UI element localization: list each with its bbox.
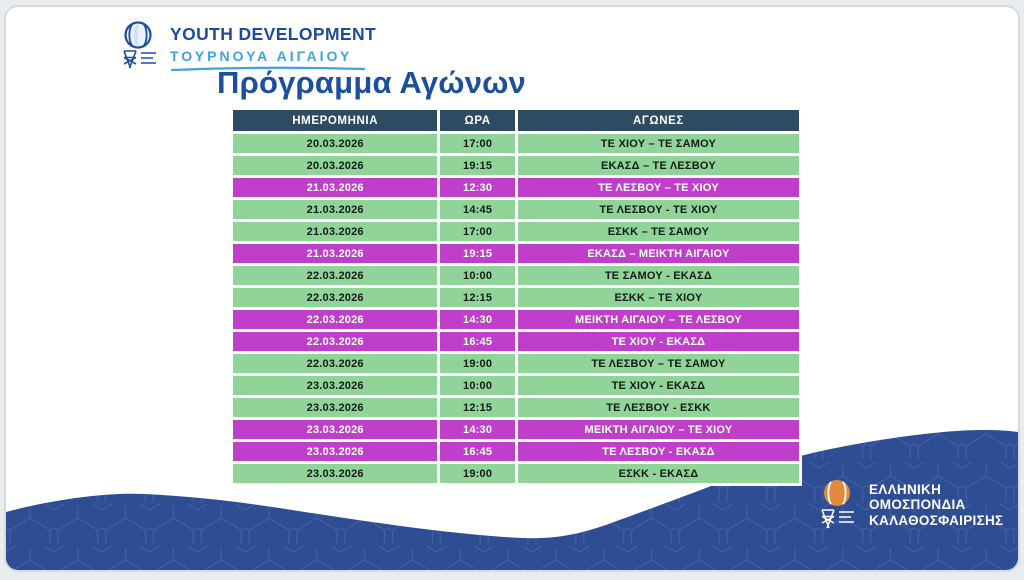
youth-development-label: YOUTH DEVELOPMENT [170, 24, 377, 44]
column-header-time: ΩΡΑ [440, 110, 515, 131]
table-row: 22.03.2026 16:45 ΤΕ ΧΙΟΥ - ΕΚΑΣΔ [233, 332, 799, 351]
match-date: 20.03.2026 [233, 134, 438, 153]
federation-name-line2: ΟΜΟΣΠΟΝΔΙΑ [869, 497, 966, 513]
match-time: 10:00 [440, 266, 515, 285]
match-teams: ΜΕΙΚΤΗ ΑΙΓΑΙΟΥ – ΤΕ ΛΕΣΒΟΥ [517, 310, 799, 329]
bottom-wave-decoration [6, 429, 1018, 570]
match-teams: ΕΚΑΣΔ – ΜΕΙΚΤΗ ΑΙΓΑΙΟΥ [517, 244, 799, 263]
match-time: 19:00 [440, 354, 515, 373]
match-date: 22.03.2026 [233, 266, 438, 285]
tournament-logo: YOUTH DEVELOPMENT ΤΟΥΡΝΟΥΑ ΑΙΓΑΙΟΥ [114, 20, 376, 72]
page-title: Πρόγραμμα Αγώνων [217, 65, 526, 100]
match-time: 17:00 [440, 134, 515, 153]
match-teams: ΕΣΚΚ – ΤΕ ΧΙΟΥ [517, 288, 799, 307]
match-date: 22.03.2026 [233, 332, 438, 351]
match-time: 10:00 [440, 376, 515, 395]
match-time: 12:15 [440, 288, 515, 307]
column-header-matches: ΑΓΩΝΕΣ [517, 110, 799, 131]
match-date: 23.03.2026 [233, 398, 438, 417]
match-date: 23.03.2026 [233, 442, 438, 461]
match-teams: ΤΕ ΧΙΟΥ – ΤΕ ΣΑΜΟΥ [517, 134, 799, 153]
match-date: 23.03.2026 [233, 464, 438, 483]
match-teams: ΤΕ ΧΙΟΥ - ΕΚΑΣΔ [517, 332, 799, 351]
table-row: 23.03.2026 19:00 ΕΣΚΚ - ΕΚΑΣΔ [233, 464, 799, 483]
match-time: 12:15 [440, 398, 515, 417]
match-teams: ΤΕ ΛΕΣΒΟΥ - ΤΕ ΧΙΟΥ [517, 200, 799, 219]
match-time: 14:45 [440, 200, 515, 219]
match-date: 22.03.2026 [233, 288, 438, 307]
federation-name: ΕΛΛΗΝΙΚΗ ΟΜΟΣΠΟΝΔΙΑ ΚΑΛΑΘΟΣΦΑΙΡΙΣΗΣ [869, 482, 1003, 527]
match-date: 21.03.2026 [233, 244, 438, 263]
table-row: 21.03.2026 19:15 ΕΚΑΣΔ – ΜΕΙΚΤΗ ΑΙΓΑΙΟΥ [233, 244, 799, 263]
table-row: 22.03.2026 10:00 ΤΕ ΣΑΜΟΥ - ΕΚΑΣΔ [233, 266, 799, 285]
match-time: 19:15 [440, 244, 515, 263]
match-date: 22.03.2026 [233, 310, 438, 329]
federation-name-line1: ΕΛΛΗΝΙΚΗ [869, 482, 942, 498]
table-row: 22.03.2026 19:00 ΤΕ ΛΕΣΒΟΥ – ΤΕ ΣΑΜΟΥ [233, 354, 799, 373]
federation-logo: ΕΛΛΗΝΙΚΗ ΟΜΟΣΠΟΝΔΙΑ ΚΑΛΑΘΟΣΦΑΙΡΙΣΗΣ [814, 478, 1003, 532]
table-row: 21.03.2026 17:00 ΕΣΚΚ – ΤΕ ΣΑΜΟΥ [233, 222, 799, 241]
schedule-header: ΗΜΕΡΟΜΗΝΙΑ ΩΡΑ ΑΓΩΝΕΣ [233, 110, 799, 131]
table-row: 23.03.2026 14:30 ΜΕΙΚΤΗ ΑΙΓΑΙΟΥ – ΤΕ ΧΙΟ… [233, 420, 799, 439]
match-date: 20.03.2026 [233, 156, 438, 175]
match-time: 17:00 [440, 222, 515, 241]
match-teams: ΤΕ ΧΙΟΥ - ΕΚΑΣΔ [517, 376, 799, 395]
match-date: 23.03.2026 [233, 376, 438, 395]
federation-name-line3: ΚΑΛΑΘΟΣΦΑΙΡΙΣΗΣ [869, 512, 1004, 528]
presentation-slide: YOUTH DEVELOPMENT ΤΟΥΡΝΟΥΑ ΑΙΓΑΙΟΥ Πρόγρ… [4, 5, 1020, 572]
table-row: 22.03.2026 14:30 ΜΕΙΚΤΗ ΑΙΓΑΙΟΥ – ΤΕ ΛΕΣ… [233, 310, 799, 329]
match-time: 16:45 [440, 332, 515, 351]
match-teams: ΤΕ ΛΕΣΒΟΥ – ΤΕ ΣΑΜΟΥ [517, 354, 799, 373]
match-teams: ΕΣΚΚ - ΕΚΑΣΔ [517, 464, 799, 483]
match-time: 19:00 [440, 464, 515, 483]
match-teams: ΤΕ ΛΕΣΒΟΥ – ΤΕ ΧΙΟΥ [517, 178, 799, 197]
match-teams: ΕΣΚΚ – ΤΕ ΣΑΜΟΥ [517, 222, 799, 241]
match-time: 19:15 [440, 156, 515, 175]
basketball-net-icon [123, 21, 156, 69]
match-teams: ΤΕ ΛΕΣΒΟΥ - ΕΣΚΚ [517, 398, 799, 417]
tournoua-aigaiou-label: ΤΟΥΡΝΟΥΑ ΑΙΓΑΙΟΥ [170, 48, 353, 64]
match-time: 16:45 [440, 442, 515, 461]
underline-swoosh [170, 66, 366, 72]
match-date: 21.03.2026 [233, 178, 438, 197]
basketball-net-icon-orange [821, 480, 854, 529]
schedule-body: 20.03.2026 17:00 ΤΕ ΧΙΟΥ – ΤΕ ΣΑΜΟΥ 20.0… [233, 134, 799, 483]
match-teams: ΕΚΑΣΔ – ΤΕ ΛΕΣΒΟΥ [517, 156, 799, 175]
match-schedule-table: ΗΜΕΡΟΜΗΝΙΑ ΩΡΑ ΑΓΩΝΕΣ 20.03.2026 17:00 Τ… [230, 107, 802, 486]
table-row: 21.03.2026 12:30 ΤΕ ΛΕΣΒΟΥ – ΤΕ ΧΙΟΥ [233, 178, 799, 197]
match-date: 23.03.2026 [233, 420, 438, 439]
table-row: 22.03.2026 12:15 ΕΣΚΚ – ΤΕ ΧΙΟΥ [233, 288, 799, 307]
match-date: 22.03.2026 [233, 354, 438, 373]
column-header-date: ΗΜΕΡΟΜΗΝΙΑ [233, 110, 438, 131]
match-time: 14:30 [440, 310, 515, 329]
table-row: 23.03.2026 12:15 ΤΕ ΛΕΣΒΟΥ - ΕΣΚΚ [233, 398, 799, 417]
table-row: 23.03.2026 16:45 ΤΕ ΛΕΣΒΟΥ - ΕΚΑΣΔ [233, 442, 799, 461]
match-teams: ΜΕΙΚΤΗ ΑΙΓΑΙΟΥ – ΤΕ ΧΙΟΥ [517, 420, 799, 439]
table-row: 23.03.2026 10:00 ΤΕ ΧΙΟΥ - ΕΚΑΣΔ [233, 376, 799, 395]
match-time: 12:30 [440, 178, 515, 197]
match-teams: ΤΕ ΛΕΣΒΟΥ - ΕΚΑΣΔ [517, 442, 799, 461]
match-teams: ΤΕ ΣΑΜΟΥ - ΕΚΑΣΔ [517, 266, 799, 285]
table-row: 20.03.2026 19:15 ΕΚΑΣΔ – ΤΕ ΛΕΣΒΟΥ [233, 156, 799, 175]
match-time: 14:30 [440, 420, 515, 439]
table-row: 21.03.2026 14:45 ΤΕ ΛΕΣΒΟΥ - ΤΕ ΧΙΟΥ [233, 200, 799, 219]
tournament-logo-text: YOUTH DEVELOPMENT ΤΟΥΡΝΟΥΑ ΑΙΓΑΙΟΥ [170, 20, 376, 72]
match-date: 21.03.2026 [233, 200, 438, 219]
table-row: 20.03.2026 17:00 ΤΕ ΧΙΟΥ – ΤΕ ΣΑΜΟΥ [233, 134, 799, 153]
match-date: 21.03.2026 [233, 222, 438, 241]
